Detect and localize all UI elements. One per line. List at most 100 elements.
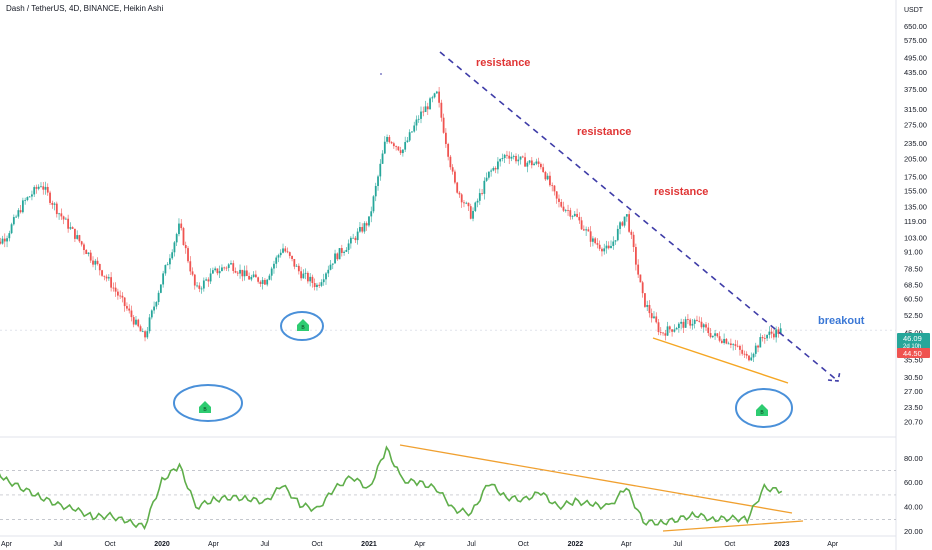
candle-body — [610, 245, 612, 249]
candle-body — [26, 197, 29, 200]
time-tick-label: Jul — [53, 541, 62, 548]
candle-body — [759, 337, 762, 348]
candle-body — [193, 274, 196, 286]
bottom-circle-2 — [280, 311, 324, 341]
candle-body — [216, 268, 219, 274]
buy-marker-3-label: B — [760, 410, 764, 416]
candle-body — [15, 216, 18, 218]
candle-body — [187, 248, 189, 262]
time-tick-label: Apr — [621, 541, 633, 548]
candle-body — [691, 323, 694, 326]
current-price-badge: 46.09 2d 10h — [897, 333, 930, 350]
candle-body — [506, 154, 508, 156]
candle-body — [723, 338, 726, 343]
candle-body — [743, 353, 746, 355]
candle-body — [340, 248, 343, 253]
candle-body — [3, 238, 6, 242]
time-axis: Apr Jul Oct 2020 Apr Jul Oct 2021 Apr Jul Oct 2022 A… — [1, 541, 839, 548]
candle-body — [338, 248, 341, 260]
resistance-label-3: resistance — [654, 186, 708, 198]
price-tick-label: 91.00 — [904, 248, 923, 257]
candle-body — [465, 202, 468, 204]
candle-body — [379, 163, 382, 177]
candle-body — [659, 332, 662, 333]
candle-body — [239, 269, 241, 274]
resistance-trendline — [439, 51, 839, 382]
price-tick-label: 52.50 — [904, 311, 923, 320]
candle-body — [123, 297, 126, 307]
candle-body — [727, 343, 730, 345]
candle-body — [361, 227, 364, 232]
price-tick-label: 495.00 — [904, 53, 927, 62]
candle-body — [573, 213, 576, 216]
candle-body — [779, 328, 782, 334]
candle-body — [530, 160, 533, 166]
candle-body — [632, 234, 635, 248]
candle-body — [144, 331, 146, 338]
candle-body — [205, 279, 208, 281]
candle-body — [752, 353, 755, 358]
candle-body — [397, 146, 400, 151]
candle-body — [634, 247, 637, 265]
price-tick-label: 119.00 — [904, 217, 926, 226]
resistance-label-1: resistance — [476, 57, 530, 69]
candle-body — [392, 143, 395, 147]
candle-body — [569, 210, 572, 217]
price-tick-label: 650.00 — [904, 22, 927, 31]
candle-body — [325, 273, 327, 280]
candle-body — [96, 260, 99, 264]
candle-body — [211, 270, 214, 274]
price-tick-label: 103.00 — [904, 233, 927, 242]
candle-body — [135, 319, 137, 325]
price-tick-label: 315.00 — [904, 105, 927, 114]
candle-body — [225, 267, 228, 269]
candle-body — [241, 269, 244, 277]
candle-body — [515, 155, 517, 162]
candle-body — [159, 284, 162, 293]
candle-body — [582, 229, 585, 231]
candle-body — [116, 291, 119, 296]
candle-body — [200, 288, 203, 290]
candle-body — [682, 321, 685, 328]
candle-body — [381, 153, 384, 164]
candle-body — [444, 132, 447, 144]
rsi-line — [0, 445, 783, 531]
candle-body — [49, 192, 51, 203]
price-tick-label: 275.00 — [904, 121, 927, 130]
candle-body — [487, 171, 490, 178]
candle-body — [562, 206, 565, 211]
candle-body — [252, 274, 255, 277]
candle-body — [601, 248, 603, 252]
candle-body — [576, 213, 578, 217]
price-tick-label: 205.00 — [904, 154, 927, 163]
candle-body — [689, 319, 692, 326]
candle-body — [424, 106, 427, 113]
candle-body — [451, 167, 454, 172]
candle-body — [277, 255, 280, 258]
candle-body — [248, 275, 250, 280]
candle-body — [275, 257, 278, 264]
candle-body — [42, 186, 45, 190]
candle-body — [619, 222, 621, 229]
candle-body — [10, 224, 13, 234]
candle-body — [402, 149, 404, 154]
resistance-label-2: resistance — [577, 126, 631, 138]
candle-body — [404, 142, 407, 150]
time-tick-label: 2021 — [361, 541, 377, 548]
rsi-tick-label: 80.00 — [904, 454, 923, 463]
candle-body — [739, 345, 741, 350]
candle-body — [411, 131, 413, 133]
candle-body — [121, 295, 124, 298]
candle-body — [587, 229, 590, 232]
candle-body — [110, 277, 113, 288]
candle-body — [512, 155, 515, 157]
candle-body — [426, 106, 429, 110]
price-tick-label: 575.00 — [904, 36, 927, 45]
candle-body — [146, 331, 149, 338]
candle-body — [460, 194, 463, 203]
candle-body — [696, 319, 698, 321]
candle-body — [594, 238, 597, 244]
candle-body — [232, 263, 235, 271]
candle-body — [363, 223, 366, 232]
